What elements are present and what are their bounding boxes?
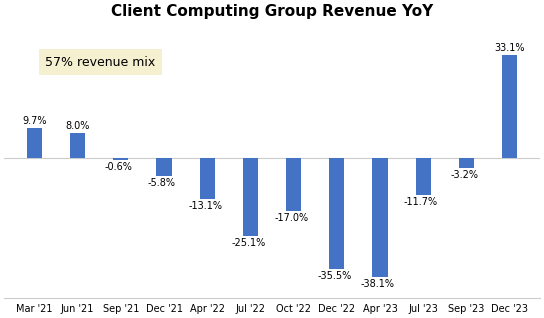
Bar: [27, 128, 42, 158]
Text: -5.8%: -5.8%: [148, 178, 176, 188]
Bar: [373, 158, 387, 277]
Text: -35.5%: -35.5%: [318, 271, 352, 281]
Bar: [157, 158, 171, 176]
Bar: [329, 158, 344, 269]
Text: -17.0%: -17.0%: [274, 213, 308, 223]
Bar: [286, 158, 301, 211]
Text: -13.1%: -13.1%: [188, 201, 222, 211]
Title: Client Computing Group Revenue YoY: Client Computing Group Revenue YoY: [111, 4, 433, 19]
Text: -3.2%: -3.2%: [450, 170, 478, 180]
Text: 33.1%: 33.1%: [494, 43, 525, 53]
Bar: [459, 158, 474, 168]
Text: -25.1%: -25.1%: [231, 238, 265, 248]
Text: -38.1%: -38.1%: [361, 279, 395, 289]
Text: 9.7%: 9.7%: [22, 116, 47, 126]
Bar: [200, 158, 215, 199]
Bar: [70, 133, 85, 158]
Bar: [113, 158, 128, 160]
Text: 8.0%: 8.0%: [65, 121, 90, 131]
Bar: [502, 55, 517, 158]
Text: 57% revenue mix: 57% revenue mix: [46, 56, 156, 69]
Text: -11.7%: -11.7%: [404, 197, 438, 207]
Text: -0.6%: -0.6%: [104, 162, 133, 172]
Bar: [243, 158, 258, 236]
Bar: [416, 158, 431, 195]
